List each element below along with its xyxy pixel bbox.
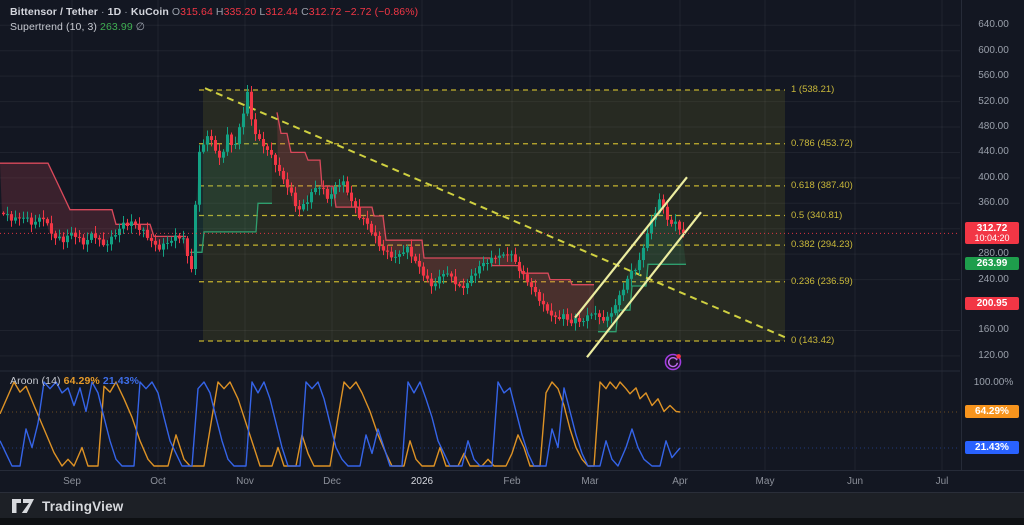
price-axis-tick: 160.00 xyxy=(978,324,1009,336)
open-value: 315.64 xyxy=(180,6,213,18)
supertrend-line xyxy=(598,263,686,333)
fib-level-label: 0.5 (340.81) xyxy=(791,209,843,221)
fib-level-label: 0.382 (294.23) xyxy=(791,239,853,251)
price-axis-tick: 480.00 xyxy=(978,121,1009,132)
price-axis-tick: 560.00 xyxy=(978,70,1009,82)
price-axis-tick: 440.00 xyxy=(978,146,1009,158)
aroon-up-value: 64.29% xyxy=(63,375,100,387)
time-axis-label: Feb xyxy=(503,476,521,487)
tradingview-logo-text: TradingView xyxy=(42,498,124,514)
tradingview-logo-icon xyxy=(12,499,34,513)
price-chart-canvas[interactable] xyxy=(0,0,1024,493)
fib-level-label: 0 (143.42) xyxy=(791,335,835,346)
gridlines xyxy=(0,0,960,470)
descending-trendline xyxy=(204,87,788,340)
aroon-down-line xyxy=(0,381,681,467)
bar-countdown: 10:04:20 xyxy=(974,233,1010,244)
fib-level-label: 0.618 (387.40) xyxy=(791,179,853,191)
aroon-down-value: 21.43% xyxy=(102,375,140,387)
time-axis-label: Oct xyxy=(150,476,166,487)
symbol-legend[interactable]: Bittensor / Tether · 1D · KuCoin O315.64… xyxy=(10,6,419,18)
high-value: 335.20 xyxy=(223,6,257,18)
supertrend-name[interactable]: Supertrend (10, 3) xyxy=(10,21,98,33)
symbol-title[interactable]: Bittensor / Tether xyxy=(10,6,98,18)
supertrend-line xyxy=(276,112,594,286)
aroon-indicator xyxy=(0,381,960,467)
price-axis-tick: 400.00 xyxy=(978,171,1009,183)
aroon-axis-top-label: 100.00% xyxy=(973,377,1014,388)
supertrend-line xyxy=(0,162,186,238)
price-axis-tick: 280.00 xyxy=(978,248,1009,260)
channel-trendline xyxy=(586,211,702,358)
price-axis-tick: 600.00 xyxy=(978,44,1009,56)
aroon-legend[interactable]: Aroon (14) 64.29% 21.43% xyxy=(10,375,139,387)
price-axis-tick: 360.00 xyxy=(978,197,1009,209)
supertrend-fill xyxy=(0,163,186,256)
channel-trendline xyxy=(574,176,688,319)
interval-label[interactable]: 1D xyxy=(107,6,122,18)
time-axis-label: Jun xyxy=(846,476,864,487)
price-axis-tick: 520.00 xyxy=(978,95,1009,107)
price-axis-tick: 640.00 xyxy=(978,19,1009,31)
fib-level-label: 0.786 (453.72) xyxy=(791,137,853,149)
exchange-label: KuCoin xyxy=(130,6,169,18)
supertrend-empty-value: ∅ xyxy=(135,21,146,33)
time-axis[interactable]: Sep Oct Nov Dec 2026 Feb Mar Apr May Jun Jul xyxy=(0,470,1024,493)
price-axis-tick: 120.00 xyxy=(978,349,1009,361)
change-value: −2.72 (−0.86%) xyxy=(344,6,419,18)
aroon-down-badge: 21.43% xyxy=(965,440,1019,454)
close-value: 312.72 xyxy=(308,6,342,18)
time-axis-label: Jul xyxy=(935,476,949,487)
attribution-bar: TradingView xyxy=(0,492,1024,519)
supertrend-value: 263.99 xyxy=(100,21,133,33)
aroon-up-line xyxy=(0,381,681,467)
tradingview-logo[interactable]: TradingView xyxy=(12,499,123,514)
time-axis-label: Dec xyxy=(323,476,341,487)
last-price-badge: 312.72 10:04:20 xyxy=(965,222,1019,245)
price-axis-tick: 240.00 xyxy=(978,273,1009,285)
time-axis-label: May xyxy=(755,476,775,487)
low-value: 312.44 xyxy=(265,6,299,18)
time-axis-label: Apr xyxy=(672,476,688,487)
candles xyxy=(2,85,685,331)
supertrend-fill xyxy=(190,91,272,270)
alert-price-badge: 200.95 xyxy=(965,297,1019,311)
notification-dot xyxy=(676,354,681,359)
time-axis-label: Sep xyxy=(63,476,81,487)
supertrend-fill xyxy=(277,112,594,324)
aroon-name[interactable]: Aroon (14) xyxy=(10,375,61,387)
time-axis-label: 2026 xyxy=(410,476,434,487)
fib-level-label: 1 (538.21) xyxy=(791,84,835,95)
aroon-up-badge: 64.29% xyxy=(965,404,1019,418)
price-axis[interactable]: 100.00% 312.72 10:04:20 263.99 200.95 64… xyxy=(961,0,1024,492)
time-axis-label: Nov xyxy=(236,476,254,487)
fib-level-label: 0.236 (236.59) xyxy=(791,275,853,287)
supertrend-line xyxy=(190,202,272,253)
window-bottom-edge xyxy=(0,518,1024,525)
promo-bubble-icon[interactable] xyxy=(664,353,682,371)
supertrend-legend[interactable]: Supertrend (10, 3) 263.99 ∅ xyxy=(10,21,145,33)
time-axis-label: Mar xyxy=(581,476,599,487)
supertrend-value-badge: 263.99 xyxy=(965,257,1019,271)
